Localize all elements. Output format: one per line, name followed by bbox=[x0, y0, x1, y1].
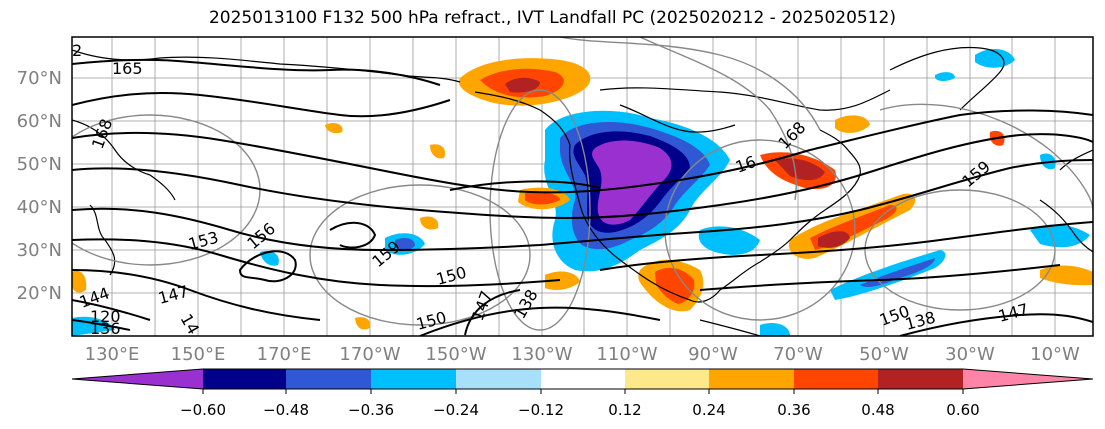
colorbar-tick-label: 0.60 bbox=[946, 401, 979, 419]
colorbar-segment bbox=[878, 369, 963, 389]
lon-tick-label: 30°W bbox=[945, 344, 995, 365]
colorbar-tick-label: −0.36 bbox=[348, 401, 394, 419]
map-frame bbox=[71, 36, 1094, 337]
lon-tick-label: 90°W bbox=[688, 344, 738, 365]
map-area: 165 168 168 16 159 153 156 159 150 147 1… bbox=[72, 37, 1093, 338]
colorbar-segment bbox=[541, 369, 625, 389]
lat-tick-label: 40°N bbox=[17, 197, 62, 218]
colorbar-tick-label: −0.48 bbox=[263, 401, 309, 419]
longitude-axis: 130°E 150°E 170°E 170°W 150°W 130°W 110°… bbox=[85, 344, 1080, 365]
lat-tick-label: 70°N bbox=[17, 68, 62, 89]
lat-tick-label: 30°N bbox=[17, 240, 62, 261]
lon-tick-label: 50°W bbox=[859, 344, 909, 365]
colorbar bbox=[71, 368, 1094, 394]
colorbar-tick-label: −0.60 bbox=[180, 401, 226, 419]
lon-tick-label: 150°W bbox=[425, 344, 486, 365]
latitude-axis: 70°N 60°N 50°N 40°N 30°N 20°N bbox=[17, 68, 62, 304]
colorbar-segment bbox=[286, 369, 371, 389]
colorbar-tick-label: 0.24 bbox=[692, 401, 725, 419]
lat-tick-label: 60°N bbox=[17, 111, 62, 132]
lon-tick-label: 170°E bbox=[257, 344, 312, 365]
colorbar-segment bbox=[709, 369, 794, 389]
colorbar-extend-min bbox=[72, 369, 203, 389]
contour-label: 2 bbox=[72, 41, 82, 60]
colorbar-tick-label: −0.24 bbox=[433, 401, 479, 419]
colorbar-segment bbox=[203, 369, 286, 389]
lon-tick-label: 150°E bbox=[171, 344, 226, 365]
lat-tick-label: 50°N bbox=[17, 154, 62, 175]
contour-label: 136 bbox=[90, 319, 121, 338]
colorbar-segment bbox=[625, 369, 709, 389]
height-contours bbox=[72, 58, 1093, 336]
lon-tick-label: 110°W bbox=[596, 344, 657, 365]
lat-tick-label: 20°N bbox=[17, 283, 62, 304]
colorbar-segment bbox=[794, 369, 878, 389]
lon-tick-label: 130°E bbox=[85, 344, 140, 365]
colorbar-segment bbox=[456, 369, 541, 389]
lon-tick-label: 170°W bbox=[339, 344, 400, 365]
colorbar-segment bbox=[371, 369, 456, 389]
colorbar-extend-max bbox=[963, 369, 1093, 389]
lon-tick-label: 10°W bbox=[1030, 344, 1080, 365]
colorbar-tick-label: −0.12 bbox=[518, 401, 564, 419]
contour-label: 165 bbox=[112, 59, 143, 78]
colorbar-labels: −0.60 −0.48 −0.36 −0.24 −0.12 0.12 0.24 … bbox=[180, 401, 980, 419]
colorbar-tick-label: 0.36 bbox=[777, 401, 810, 419]
lon-tick-label: 130°W bbox=[511, 344, 572, 365]
lon-tick-label: 70°W bbox=[773, 344, 823, 365]
contour-label: 120 bbox=[90, 307, 121, 326]
refractivity-contours bbox=[72, 37, 1093, 331]
map-title: 2025013100 F132 500 hPa refract., IVT La… bbox=[208, 8, 896, 28]
colorbar-tick-label: 0.12 bbox=[608, 401, 641, 419]
colorbar-tick-label: 0.48 bbox=[861, 401, 894, 419]
